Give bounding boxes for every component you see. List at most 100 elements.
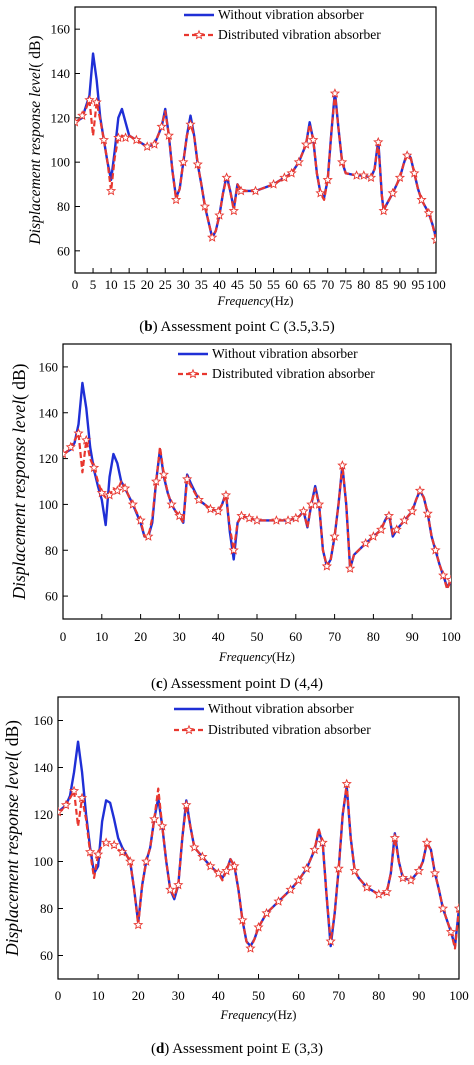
data-point-star bbox=[251, 515, 263, 525]
data-point-star bbox=[309, 844, 320, 855]
data-point-star bbox=[120, 132, 131, 143]
data-point-star bbox=[228, 205, 239, 216]
data-point-star bbox=[158, 469, 169, 479]
data-point-star bbox=[205, 860, 216, 871]
y-tick-label: 80 bbox=[57, 199, 70, 214]
y-tick-label: 80 bbox=[45, 543, 58, 558]
panel-caption: (d) Assessment point E (3,3) bbox=[151, 1041, 323, 1057]
data-point-star bbox=[409, 167, 420, 178]
data-point-star bbox=[407, 505, 418, 516]
data-point-star bbox=[329, 88, 341, 98]
y-tick-label: 160 bbox=[39, 359, 59, 374]
y-axis-label-units: ( dB) bbox=[9, 363, 29, 400]
data-point-star bbox=[313, 499, 325, 509]
x-tick-label: 40 bbox=[212, 988, 225, 1003]
data-point-star bbox=[244, 512, 255, 523]
chart-panel-c: 0 10 20 30 40 50 60 70 80 90 100 60 80 100 120 140 160 Di… bbox=[9, 343, 461, 692]
x-axis-label-units: (Hz) bbox=[271, 294, 294, 308]
data-point-star bbox=[109, 839, 120, 850]
legend: Without vibration absorber Distributed vi… bbox=[178, 346, 375, 381]
legend-label-without: Without vibration absorber bbox=[208, 701, 354, 716]
x-tick-label: 55 bbox=[267, 277, 280, 292]
data-point-star bbox=[317, 837, 328, 848]
data-point-star bbox=[170, 194, 182, 205]
x-tick-label: 30 bbox=[177, 277, 190, 292]
legend-star-marker bbox=[183, 724, 195, 735]
data-point-star bbox=[77, 110, 88, 120]
x-axis-label: Frequency(Hz) bbox=[220, 1008, 297, 1022]
caption-text: Assessment point D (4,4) bbox=[171, 676, 324, 692]
x-axis-label: Frequency(Hz) bbox=[218, 650, 295, 664]
data-point-star bbox=[96, 487, 107, 498]
data-point-star bbox=[445, 574, 451, 585]
y-tick-label: 140 bbox=[51, 66, 71, 81]
legend-label-without: Without vibration absorber bbox=[218, 7, 364, 22]
x-tick-label: 70 bbox=[328, 629, 341, 644]
x-tick-label: 60 bbox=[292, 988, 305, 1003]
x-axis-label: Frequency(Hz) bbox=[217, 294, 294, 308]
data-point-star bbox=[189, 842, 200, 852]
x-tick-label: 80 bbox=[367, 629, 380, 644]
x-tick-label: 20 bbox=[134, 629, 147, 644]
x-axis-label-units: (Hz) bbox=[272, 650, 295, 664]
data-point-star bbox=[387, 187, 398, 198]
y-tick-label: 60 bbox=[57, 243, 70, 258]
caption-paren-close: ) bbox=[163, 676, 171, 692]
x-tick-label: 75 bbox=[339, 277, 352, 292]
data-point-star bbox=[279, 172, 290, 183]
x-tick-label: 0 bbox=[72, 277, 79, 292]
data-point-star bbox=[368, 531, 379, 541]
data-point-star bbox=[360, 537, 371, 548]
data-point-star bbox=[414, 485, 426, 496]
x-axis-label-units: (Hz) bbox=[274, 1008, 297, 1022]
x-axis-label-quantity: Frequency bbox=[218, 650, 272, 664]
data-point-star bbox=[290, 512, 301, 523]
data-point-star bbox=[143, 531, 154, 541]
legend-label-distributed: Distributed vibration absorber bbox=[218, 27, 381, 42]
data-point-star bbox=[81, 434, 92, 445]
x-tick-label: 85 bbox=[375, 277, 388, 292]
data-point-star bbox=[149, 813, 160, 824]
x-tick-label: 70 bbox=[321, 277, 334, 292]
x-tick-label: 90 bbox=[406, 629, 419, 644]
data-point-star bbox=[149, 139, 160, 149]
series-line-without-absorber bbox=[63, 381, 451, 589]
x-tick-label: 0 bbox=[55, 988, 62, 1003]
data-point-star bbox=[163, 130, 174, 140]
data-point-star bbox=[337, 460, 348, 470]
y-tick-label: 120 bbox=[39, 451, 59, 466]
data-point-star bbox=[381, 886, 392, 897]
legend-label-without: Without vibration absorber bbox=[212, 346, 358, 361]
y-tick-label: 120 bbox=[51, 110, 71, 125]
data-point-star bbox=[73, 428, 84, 438]
data-point-star bbox=[199, 201, 211, 211]
data-point-star bbox=[58, 806, 64, 817]
data-point-star bbox=[437, 903, 449, 913]
caption-paren-close: ) bbox=[153, 319, 161, 335]
data-point-star bbox=[397, 872, 408, 883]
x-tick-label: 35 bbox=[195, 277, 208, 292]
data-point-star bbox=[125, 856, 136, 866]
data-point-star bbox=[235, 185, 247, 196]
data-point-star bbox=[221, 172, 232, 183]
x-tick-label: 5 bbox=[90, 277, 97, 292]
x-tick-label: 50 bbox=[249, 277, 262, 292]
x-tick-label: 15 bbox=[123, 277, 136, 292]
data-point-star bbox=[421, 837, 433, 848]
data-point-star bbox=[63, 448, 69, 459]
y-axis-label-quantity: Displacement response level bbox=[9, 400, 29, 601]
x-tick-label: 40 bbox=[213, 277, 226, 292]
chart-panel-b: 0 5 10 15 20 25 30 35 40 45 50 55 60 65 70 75 80 85 90 95 10… bbox=[27, 6, 446, 335]
data-point-star bbox=[261, 907, 272, 918]
data-point-star bbox=[197, 851, 208, 862]
data-point-star bbox=[423, 207, 434, 218]
data-point-star bbox=[135, 515, 146, 525]
data-point-star bbox=[229, 860, 240, 871]
x-tick-label: 70 bbox=[332, 988, 345, 1003]
caption-paren-close: ) bbox=[164, 1041, 172, 1057]
data-point-star bbox=[430, 544, 441, 555]
data-point-star bbox=[151, 476, 162, 486]
data-point-star bbox=[453, 903, 459, 913]
data-point-star bbox=[285, 884, 296, 895]
data-point-star bbox=[101, 837, 112, 848]
